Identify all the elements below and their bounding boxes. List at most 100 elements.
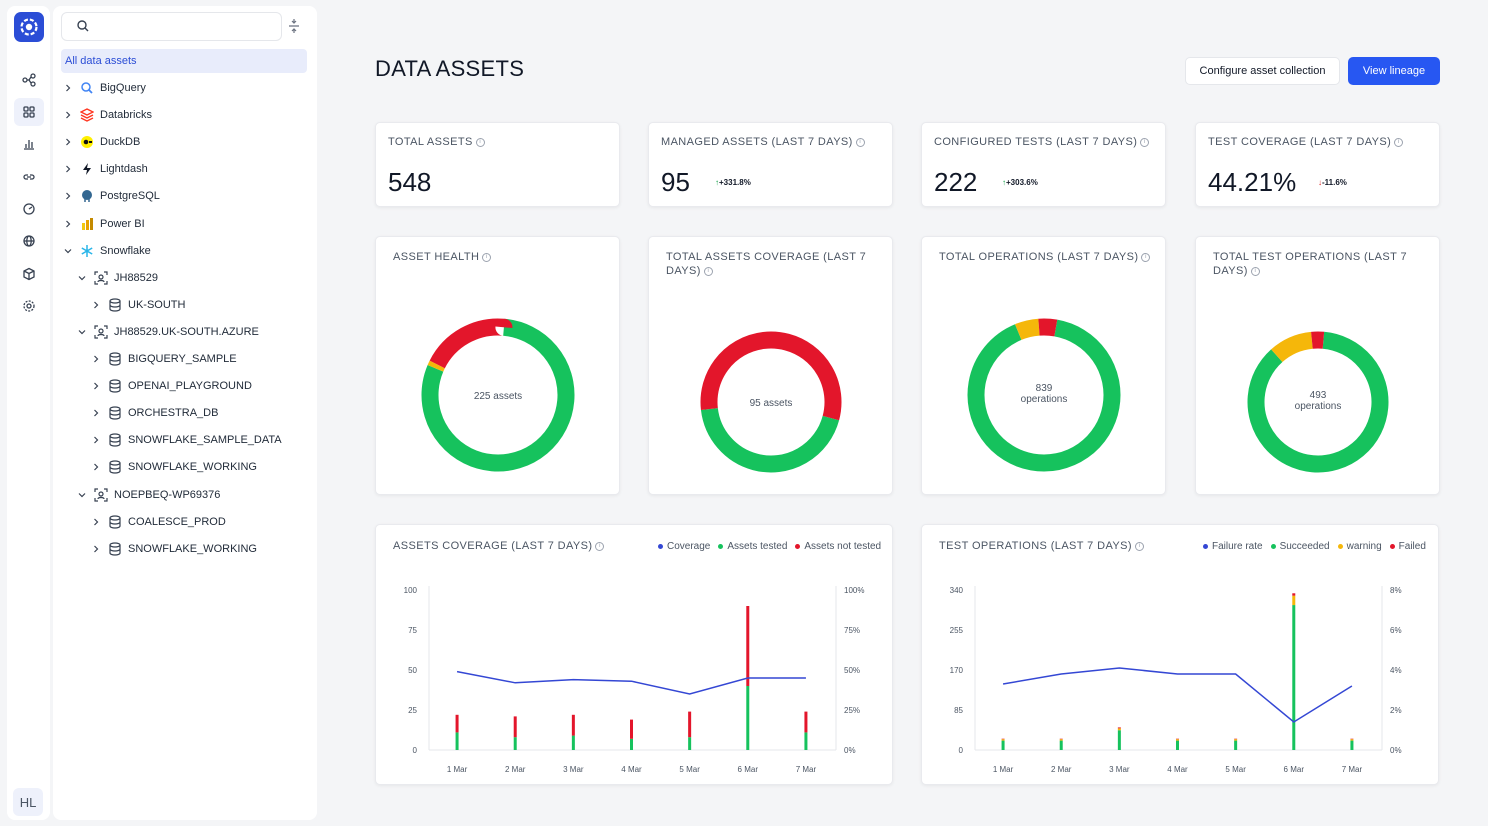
bar-segment-green[interactable] [1117, 730, 1121, 750]
bar-segment-yellow[interactable] [1234, 739, 1238, 741]
info-icon[interactable]: i [1394, 137, 1404, 147]
info-icon[interactable]: i [855, 137, 865, 147]
bar-segment-red[interactable] [1117, 727, 1121, 729]
chevron-right-icon[interactable] [91, 355, 101, 363]
line-series[interactable] [456, 670, 806, 695]
chevron-right-icon[interactable] [91, 436, 101, 444]
bar-segment-green[interactable] [1176, 740, 1179, 750]
chevron-right-icon[interactable] [63, 220, 73, 228]
bar-segment-green[interactable] [1001, 740, 1005, 750]
collapse-all-icon[interactable] [288, 18, 300, 39]
legend-item[interactable]: Assets not tested [795, 541, 881, 552]
bar-segment-red[interactable] [804, 711, 808, 733]
chevron-down-icon[interactable] [77, 328, 87, 336]
donut-segment-green[interactable] [965, 316, 1123, 474]
legend-item[interactable]: Failed [1389, 541, 1426, 552]
bar-segment-green[interactable] [1292, 605, 1296, 750]
chevron-right-icon[interactable] [91, 409, 101, 417]
info-icon[interactable]: i [703, 266, 713, 276]
bar-segment-red[interactable] [571, 714, 575, 736]
tree-node[interactable]: ORCHESTRA_DB [91, 403, 218, 423]
info-icon[interactable]: i [1140, 137, 1150, 147]
tree-node[interactable]: JH88529.UK-SOUTH.AZURE [77, 322, 259, 342]
bar-segment-red[interactable] [1292, 593, 1296, 596]
bar-segment-yellow[interactable] [1176, 739, 1179, 741]
bar-segment-green[interactable] [804, 732, 808, 750]
chevron-down-icon[interactable] [77, 491, 87, 499]
chevron-right-icon[interactable] [63, 138, 73, 146]
chevron-down-icon[interactable] [77, 274, 87, 282]
bar-segment-green[interactable] [513, 737, 517, 750]
orchestra-logo-icon[interactable] [14, 12, 44, 42]
tree-node[interactable]: JH88529 [77, 268, 158, 288]
donut-segment-green[interactable] [1247, 331, 1389, 473]
bar-segment-green[interactable] [746, 686, 750, 750]
bar-segment-yellow[interactable] [1292, 595, 1296, 606]
tree-node[interactable]: DuckDB [63, 132, 140, 152]
tree-node[interactable]: COALESCE_PROD [91, 512, 226, 532]
tree-node[interactable]: Power BI [63, 214, 145, 234]
gauge-icon[interactable] [14, 195, 44, 223]
package-icon[interactable] [14, 260, 44, 288]
chevron-right-icon[interactable] [91, 301, 101, 309]
tree-node[interactable]: BIGQUERY_SAMPLE [91, 349, 237, 369]
bar-segment-yellow[interactable] [1117, 728, 1121, 731]
line-series[interactable] [1002, 667, 1353, 723]
bar-segment-red[interactable] [688, 711, 692, 738]
bar-segment-yellow[interactable] [1350, 739, 1354, 741]
chevron-down-icon[interactable] [63, 247, 73, 255]
tree-search[interactable] [61, 12, 282, 41]
tree-node[interactable]: UK-SOUTH [91, 295, 185, 315]
tree-node[interactable]: NOEPBEQ-WP69376 [77, 485, 220, 505]
search-input[interactable] [98, 17, 278, 37]
chevron-right-icon[interactable] [63, 84, 73, 92]
tree-node[interactable]: BigQuery [63, 78, 146, 98]
info-icon[interactable]: i [482, 252, 492, 262]
info-icon[interactable]: i [1141, 252, 1151, 262]
tree-node[interactable]: Lightdash [63, 159, 148, 179]
bar-segment-red[interactable] [630, 719, 633, 739]
tree-node[interactable]: OPENAI_PLAYGROUND [91, 376, 252, 396]
all-data-assets-item[interactable]: All data assets [61, 49, 307, 73]
bar-segment-red[interactable] [513, 716, 517, 738]
tree-node[interactable]: SNOWFLAKE_SAMPLE_DATA [91, 430, 282, 450]
bar-segment-green[interactable] [1350, 740, 1354, 750]
info-icon[interactable]: i [1250, 266, 1260, 276]
chevron-right-icon[interactable] [91, 518, 101, 526]
donut-segment-red[interactable] [695, 326, 847, 478]
tree-node[interactable]: SNOWFLAKE_WORKING [91, 457, 257, 477]
analytics-icon[interactable] [14, 130, 44, 158]
chevron-right-icon[interactable] [91, 545, 101, 553]
legend-item[interactable]: Assets tested [718, 541, 787, 552]
legend-item[interactable]: warning [1337, 541, 1382, 552]
info-icon[interactable]: i [1134, 541, 1144, 551]
chevron-right-icon[interactable] [63, 192, 73, 200]
chevron-right-icon[interactable] [91, 463, 101, 471]
bar-segment-yellow[interactable] [1059, 739, 1063, 741]
tree-node[interactable]: Snowflake [63, 241, 151, 261]
tree-node[interactable]: SNOWFLAKE_WORKING [91, 539, 257, 559]
link-icon[interactable] [14, 163, 44, 191]
info-icon[interactable]: i [595, 541, 605, 551]
bar-segment-green[interactable] [688, 737, 692, 750]
bar-segment-yellow[interactable] [1001, 739, 1005, 741]
bar-segment-green[interactable] [1059, 740, 1063, 750]
bar-segment-red[interactable] [746, 606, 750, 686]
donut-segment-red[interactable] [421, 318, 575, 472]
bar-segment-red[interactable] [455, 714, 459, 733]
bar-segment-green[interactable] [1234, 740, 1238, 750]
pipelines-icon[interactable] [14, 66, 44, 94]
legend-item[interactable]: Succeeded [1270, 541, 1330, 552]
user-avatar[interactable]: HL [13, 788, 43, 816]
settings-gear-icon[interactable] [14, 292, 44, 320]
bar-segment-green[interactable] [630, 738, 633, 750]
legend-item[interactable]: Failure rate [1203, 541, 1263, 552]
tree-node[interactable]: Databricks [63, 105, 152, 125]
view-lineage-button[interactable]: View lineage [1348, 57, 1440, 85]
configure-asset-collection-button[interactable]: Configure asset collection [1185, 57, 1340, 85]
globe-icon[interactable] [14, 227, 44, 255]
chevron-right-icon[interactable] [63, 165, 73, 173]
legend-item[interactable]: Coverage [658, 541, 710, 552]
data-assets-icon[interactable] [14, 98, 44, 126]
chevron-right-icon[interactable] [63, 111, 73, 119]
